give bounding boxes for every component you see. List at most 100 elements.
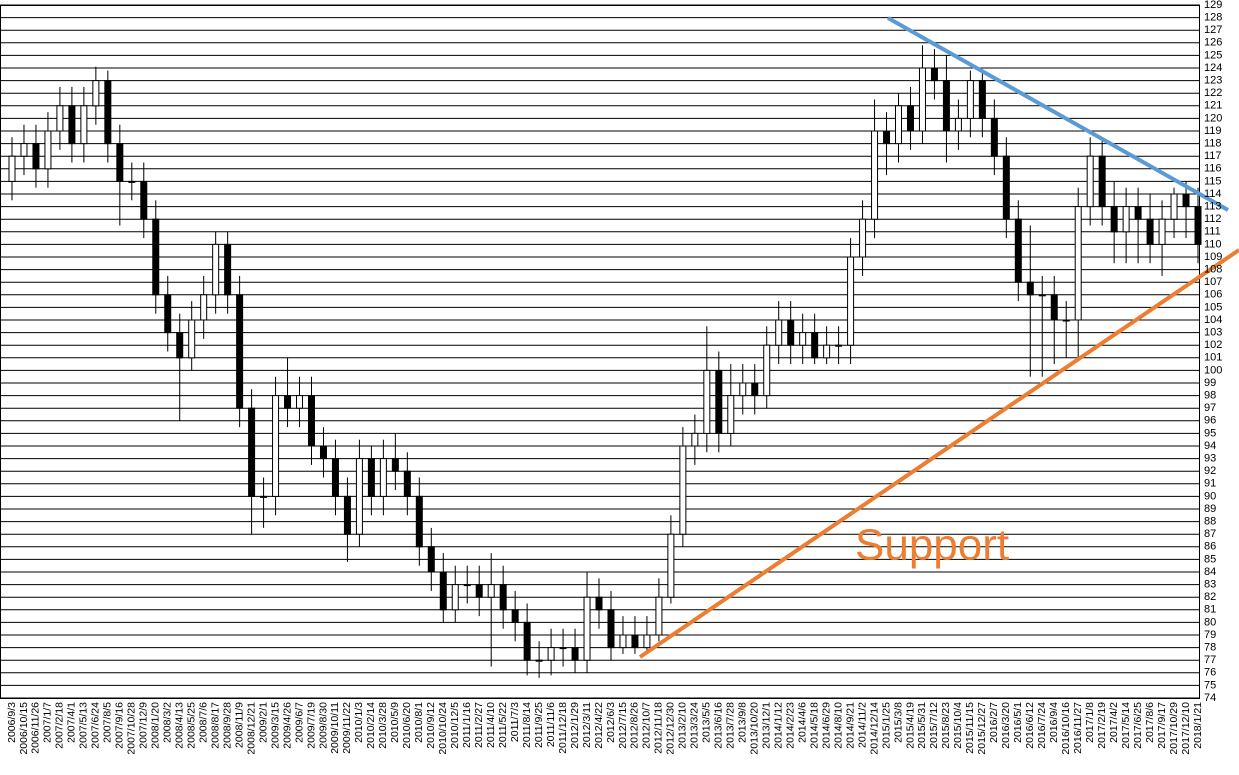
y-tick-label: 129 — [1204, 0, 1222, 11]
candle-body — [523, 621, 531, 661]
x-tick-label: 2017/12/10 — [1180, 702, 1192, 755]
y-tick-label: 104 — [1204, 314, 1222, 326]
y-tick-label: 93 — [1204, 453, 1216, 465]
x-tick-label: 2015/10/4 — [952, 702, 964, 749]
x-tick-label: 2011/9/25 — [533, 702, 545, 748]
candle-body — [619, 634, 627, 649]
x-tick-label: 2015/5/31 — [916, 702, 928, 749]
x-tick-label: 2013/7/28 — [725, 702, 737, 749]
x-tick-label: 2017/4/2 — [1108, 702, 1120, 743]
x-tick-label: 2016/11/27 — [1072, 702, 1084, 754]
x-tick-label: 2009/10/11 — [329, 702, 341, 754]
candle-body — [284, 395, 292, 409]
candle-body — [883, 130, 891, 145]
x-tick-label: 2010/8/1 — [413, 702, 425, 743]
y-tick-label: 99 — [1204, 377, 1216, 389]
y-tick-label: 90 — [1204, 490, 1216, 502]
y-tick-label: 105 — [1204, 301, 1222, 313]
y-tick-label: 115 — [1204, 175, 1222, 187]
candle-body — [906, 105, 914, 132]
x-tick-label: 2007/2/18 — [54, 702, 66, 749]
candle-body — [1098, 155, 1106, 208]
y-tick-label: 83 — [1204, 579, 1216, 591]
x-tick-label: 2017/8/6 — [1144, 702, 1156, 743]
candle-body — [859, 218, 867, 258]
candle-body — [152, 218, 160, 296]
x-tick-label: 2014/5/18 — [808, 702, 820, 749]
x-tick-label: 2013/6/16 — [713, 702, 725, 749]
x-tick-label: 2008/11/9 — [233, 702, 245, 748]
x-tick-label: 2014/6/29 — [820, 702, 832, 749]
x-tick-label: 2010/1/3 — [353, 702, 365, 743]
x-tick-label: 2009/2/1 — [257, 702, 269, 743]
candle-body — [32, 143, 40, 170]
candle-body — [715, 369, 723, 434]
x-tick-label: 2009/7/19 — [305, 702, 317, 749]
x-tick-label: 2007/10/28 — [126, 702, 138, 755]
y-tick-label: 74 — [1204, 692, 1216, 704]
candle-body — [140, 180, 148, 220]
y-tick-label: 81 — [1204, 604, 1216, 616]
candle-body — [1182, 193, 1190, 208]
candle-body — [691, 432, 699, 447]
y-tick-label: 80 — [1204, 616, 1216, 628]
candle-body — [224, 243, 232, 296]
candle-body — [511, 609, 519, 623]
candle-body — [80, 105, 88, 145]
candle-body — [188, 319, 196, 359]
candle-body — [547, 647, 555, 661]
x-tick-label: 2008/7/6 — [197, 702, 209, 743]
candle-body — [248, 407, 256, 497]
x-tick-label: 2007/6/24 — [90, 702, 102, 749]
x-tick-label: 2007/8/5 — [102, 702, 114, 743]
x-tick-label: 2011/11/6 — [545, 702, 557, 747]
candle-body — [439, 571, 447, 611]
candle-body — [379, 458, 387, 497]
y-tick-label: 108 — [1204, 264, 1222, 276]
x-tick-label: 2012/11/18 — [653, 702, 665, 754]
candle-body — [1158, 218, 1166, 245]
x-tick-label: 2012/10/7 — [641, 702, 653, 749]
x-tick-label: 2012/1/29 — [569, 702, 581, 749]
candle-body — [1110, 206, 1118, 233]
y-tick-label: 122 — [1204, 87, 1222, 99]
candle-body — [1062, 319, 1070, 322]
plot-frame — [0, 5, 1200, 699]
candle-body — [260, 495, 268, 498]
candle-body — [487, 584, 495, 598]
candle-body — [403, 470, 411, 497]
x-tick-label: 2008/9/28 — [221, 702, 233, 749]
candle-body — [966, 80, 974, 119]
x-tick-label: 2014/8/10 — [832, 702, 844, 749]
candle-body — [871, 130, 879, 220]
x-tick-label: 2013/10/20 — [749, 702, 761, 755]
candle-body — [535, 659, 543, 662]
x-tick-label: 2009/11/22 — [341, 702, 353, 754]
x-tick-label: 2014/4/6 — [796, 702, 808, 743]
candle-body — [200, 294, 208, 321]
candle-body — [631, 634, 639, 649]
y-tick-label: 121 — [1204, 100, 1222, 112]
y-tick-label: 120 — [1204, 112, 1222, 124]
y-tick-label: 89 — [1204, 503, 1216, 515]
candle-body — [727, 395, 735, 434]
candle-body — [355, 458, 363, 535]
x-tick-label: 2008/8/17 — [209, 702, 221, 749]
candle-body — [751, 382, 759, 397]
x-tick-label: 2015/7/12 — [928, 702, 940, 749]
x-tick-label: 2016/10/16 — [1060, 702, 1072, 755]
candle-body — [799, 332, 807, 346]
x-tick-label: 2009/4/26 — [281, 702, 293, 749]
x-tick-label: 2010/6/20 — [401, 702, 413, 749]
candle-body — [331, 458, 339, 497]
y-tick-label: 76 — [1204, 667, 1216, 679]
candle-body — [811, 332, 819, 359]
candle-body — [643, 634, 651, 649]
y-tick-label: 118 — [1204, 138, 1222, 150]
x-tick-label: 2012/12/30 — [665, 702, 677, 755]
y-tick-label: 88 — [1204, 516, 1216, 528]
candle-body — [775, 319, 783, 346]
candle-body — [391, 458, 399, 472]
y-tick-label: 128 — [1204, 12, 1222, 24]
